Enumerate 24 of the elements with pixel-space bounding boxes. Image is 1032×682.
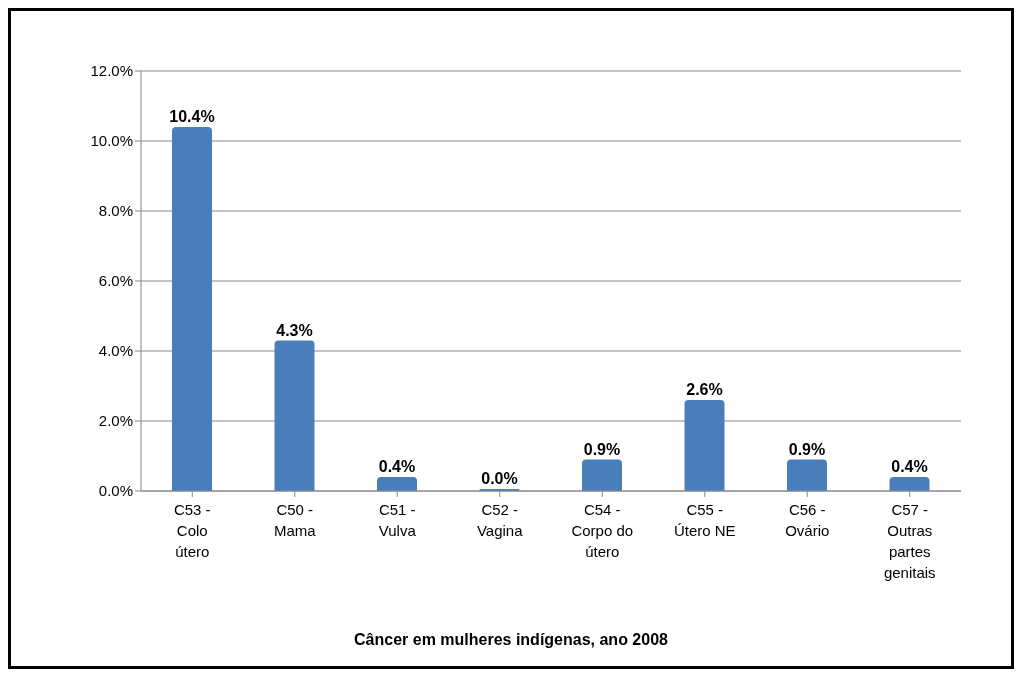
x-tick-label: C50 - Mama xyxy=(273,501,317,539)
x-tick-label: C52 - Vagina xyxy=(476,501,524,539)
x-tick-label: C54 - Corpo do útero xyxy=(571,501,634,560)
y-tick-label: 12.0% xyxy=(90,62,133,80)
data-label: 0.4% xyxy=(378,458,416,475)
data-label: 0.9% xyxy=(788,440,826,458)
x-tick-label: C56 - Ovário xyxy=(785,501,830,539)
data-label: 0.9% xyxy=(583,440,621,458)
x-tick-label: C53 - Colo útero xyxy=(173,501,211,560)
data-label: 0.4% xyxy=(891,458,928,475)
y-tick-label: 8.0% xyxy=(98,202,133,220)
data-label: 10.4% xyxy=(169,108,215,125)
y-tick-label: 6.0% xyxy=(98,272,133,290)
y-tick-label: 10.0% xyxy=(90,132,133,150)
x-tick-label: C57 - Outras partes genitais xyxy=(883,501,936,581)
x-tick-label: C55 - Útero NE xyxy=(673,501,736,539)
data-label: 2.6% xyxy=(686,381,723,398)
y-tick-label: 4.0% xyxy=(98,342,133,360)
x-tick-label: C51 - Vulva xyxy=(378,501,417,539)
data-label: 4.3% xyxy=(276,321,313,339)
y-tick-label: 0.0% xyxy=(98,482,133,500)
y-tick-label: 2.0% xyxy=(98,412,133,430)
data-label: 0.0% xyxy=(481,470,518,487)
x-axis-title: Câncer em mulheres indígenas, ano 2008 xyxy=(353,631,669,649)
